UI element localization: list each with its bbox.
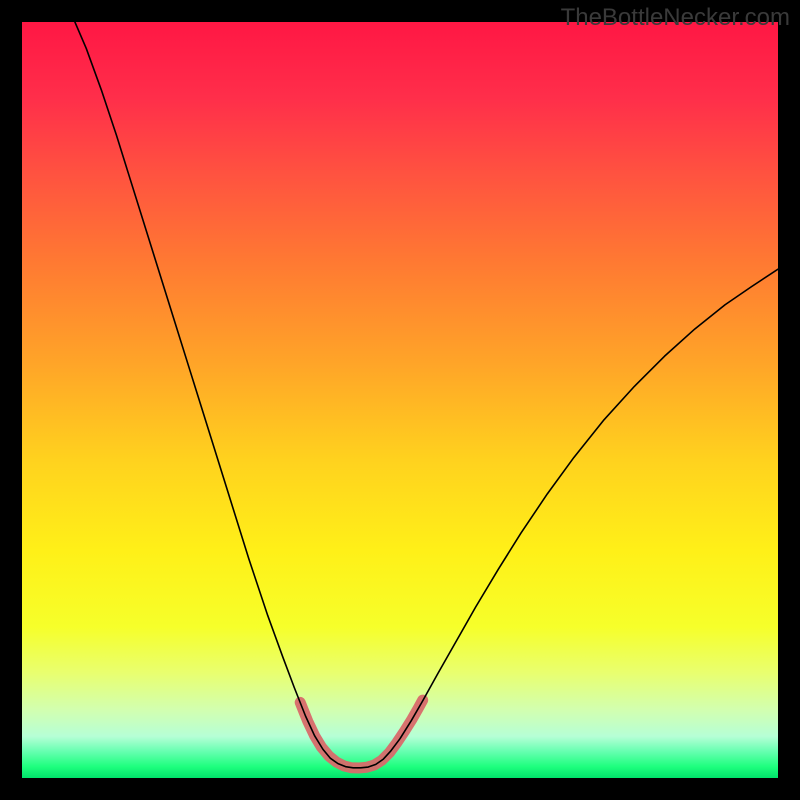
watermark-text: TheBottleNecker.com — [561, 4, 790, 32]
chart-frame: TheBottleNecker.com — [0, 0, 800, 800]
bottleneck-chart — [22, 22, 778, 778]
gradient-background — [22, 22, 778, 778]
